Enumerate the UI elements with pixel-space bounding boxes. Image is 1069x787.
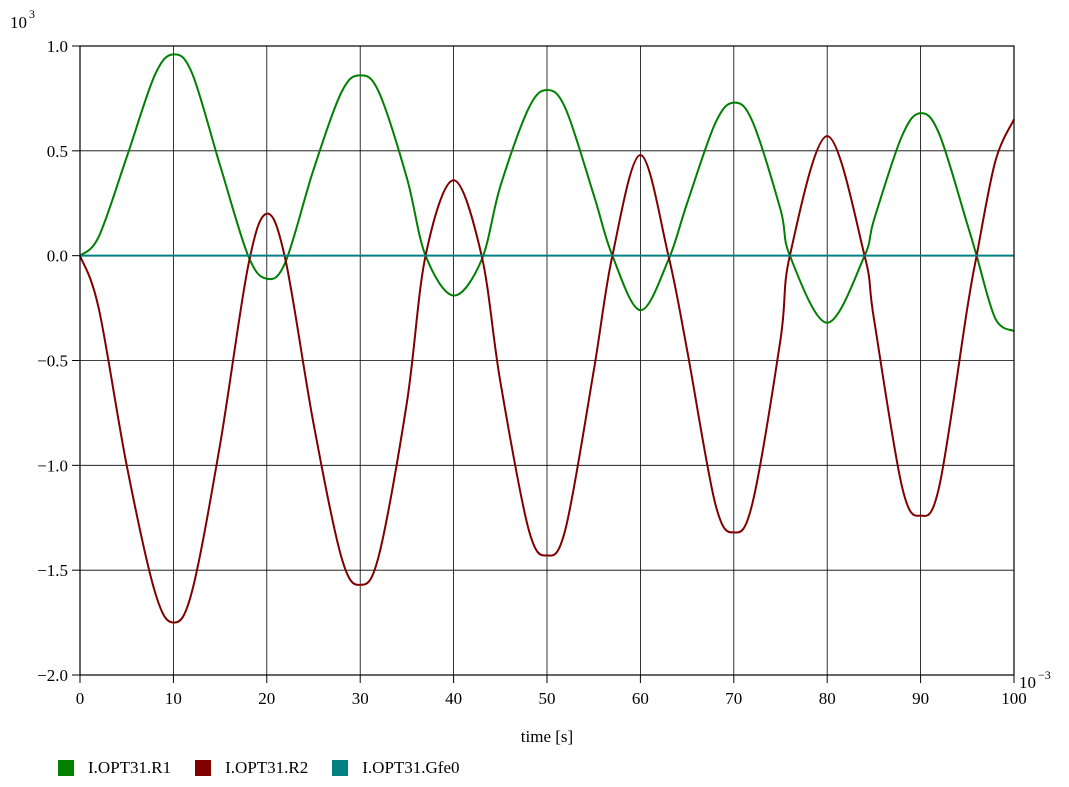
legend-item-r1: I.OPT31.R1: [58, 758, 171, 778]
legend-item-r2: I.OPT31.R2: [195, 758, 308, 778]
x-tick-label: 40: [445, 689, 462, 708]
y-tick-label: −1.5: [37, 561, 68, 580]
x-exponent: 10: [1019, 673, 1036, 692]
x-tick-label: 100: [1001, 689, 1027, 708]
x-axis-title: time [s]: [521, 727, 573, 746]
y-exponent-power: 3: [29, 7, 35, 21]
y-exponent: 10: [10, 13, 27, 32]
y-tick-label: 0.5: [47, 142, 68, 161]
legend-label-r1: I.OPT31.R1: [88, 758, 172, 777]
x-tick-label: 30: [352, 689, 369, 708]
x-exponent-power: −3: [1038, 668, 1051, 682]
series-line-i-opt31-r1: [79, 53, 1015, 333]
x-tick-label: 90: [912, 689, 929, 708]
legend: I.OPT31.R1 I.OPT31.R2 I.OPT31.Gfe0: [58, 758, 484, 778]
x-tick-label: 60: [632, 689, 649, 708]
legend-label-r2: I.OPT31.R2: [225, 758, 309, 777]
tick-labels: 0 10 20 30 40 50 60 70 80 90 100 1.0 0.5 0.0 −0.5 −1.0 −…: [37, 37, 1027, 708]
x-tick-label: 50: [539, 689, 556, 708]
grid: [80, 46, 1014, 675]
x-tick-label: 80: [819, 689, 836, 708]
y-tick-label: −1.0: [37, 456, 68, 475]
y-tick-label: −2.0: [37, 666, 68, 685]
legend-swatch-gfe0: [332, 760, 349, 776]
y-tick-label: 0.0: [47, 247, 68, 266]
y-tick-label: −0.5: [37, 352, 68, 371]
legend-item-gfe0: I.OPT31.Gfe0: [332, 758, 460, 778]
series-layer: [79, 53, 1015, 624]
legend-swatch-r1: [58, 760, 74, 776]
x-tick-label: 20: [258, 689, 275, 708]
x-tick-label: 10: [165, 689, 182, 708]
x-tick-label: 70: [725, 689, 742, 708]
y-tick-label: 1.0: [47, 37, 68, 56]
series-line-i-opt31-r2: [79, 118, 1015, 624]
x-tick-label: 0: [76, 689, 85, 708]
legend-swatch-r2: [195, 760, 212, 776]
legend-label-gfe0: I.OPT31.Gfe0: [362, 758, 460, 777]
